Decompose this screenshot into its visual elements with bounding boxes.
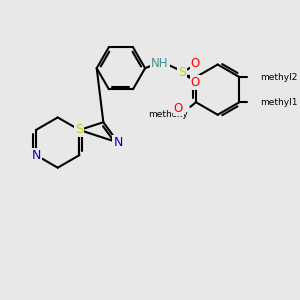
Text: S: S	[178, 66, 186, 80]
Text: S: S	[76, 124, 83, 136]
Text: O: O	[174, 102, 183, 115]
Text: N: N	[31, 148, 40, 162]
Text: methyl1: methyl1	[260, 98, 297, 107]
Text: O: O	[191, 57, 200, 70]
Text: N: N	[113, 136, 123, 149]
Text: methyl2: methyl2	[260, 73, 297, 82]
Text: O: O	[191, 76, 200, 89]
Text: methoxy: methoxy	[148, 110, 188, 119]
Text: NH: NH	[151, 57, 169, 70]
